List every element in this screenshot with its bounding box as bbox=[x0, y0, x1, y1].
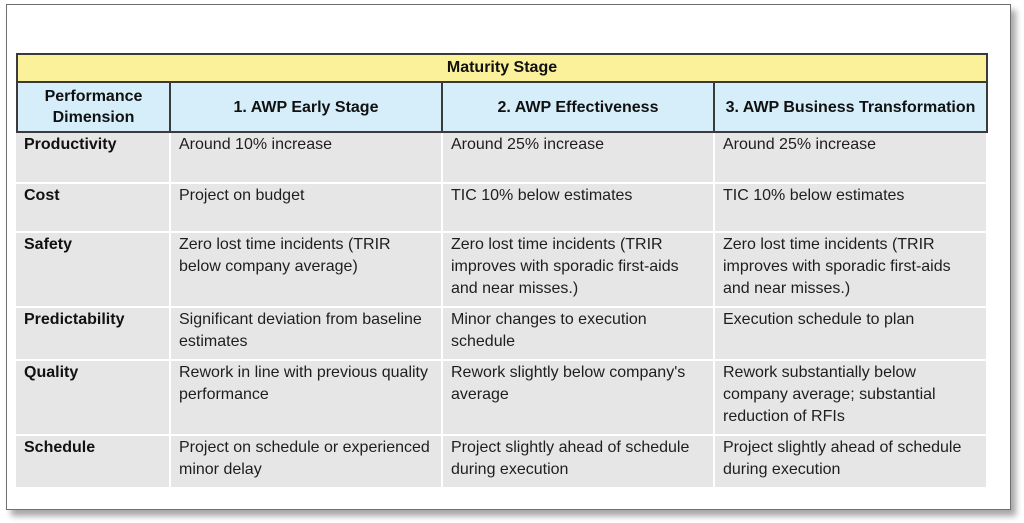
table-row: Productivity Around 10% increase Around … bbox=[16, 133, 988, 184]
table-cell: Project on schedule or experienced minor… bbox=[171, 436, 443, 489]
row-label-safety: Safety bbox=[16, 233, 171, 308]
maturity-table: Maturity Stage Performance Dimension 1. … bbox=[16, 53, 988, 489]
table-cell: Zero lost time incidents (TRIR improves … bbox=[443, 233, 715, 308]
maturity-stage-header: Maturity Stage bbox=[16, 53, 988, 83]
table-row: Quality Rework in line with previous qua… bbox=[16, 361, 988, 436]
table-cell: Around 25% increase bbox=[715, 133, 988, 184]
column-header-performance-dimension: Performance Dimension bbox=[16, 83, 171, 133]
table-row: Cost Project on budget TIC 10% below est… bbox=[16, 184, 988, 233]
row-label-productivity: Productivity bbox=[16, 133, 171, 184]
table-cell: Project slightly ahead of schedule durin… bbox=[715, 436, 988, 489]
table-row: Safety Zero lost time incidents (TRIR be… bbox=[16, 233, 988, 308]
table-cell: Rework substantially below company avera… bbox=[715, 361, 988, 436]
row-label-cost: Cost bbox=[16, 184, 171, 233]
column-header-early-stage: 1. AWP Early Stage bbox=[171, 83, 443, 133]
row-label-quality: Quality bbox=[16, 361, 171, 436]
table-cell: TIC 10% below estimates bbox=[715, 184, 988, 233]
table-cell: Project slightly ahead of schedule durin… bbox=[443, 436, 715, 489]
table-cell: Around 10% increase bbox=[171, 133, 443, 184]
table-row: Schedule Project on schedule or experien… bbox=[16, 436, 988, 489]
row-label-predictability: Predictability bbox=[16, 308, 171, 361]
column-header-business-transformation: 3. AWP Business Transformation bbox=[715, 83, 988, 133]
table-cell: Around 25% increase bbox=[443, 133, 715, 184]
table-cell: Execution schedule to plan bbox=[715, 308, 988, 361]
table-cell: Zero lost time incidents (TRIR improves … bbox=[715, 233, 988, 308]
table-cell: Project on budget bbox=[171, 184, 443, 233]
table-cell: Zero lost time incidents (TRIR below com… bbox=[171, 233, 443, 308]
table-cell: Significant deviation from baseline esti… bbox=[171, 308, 443, 361]
table-cell: Minor changes to execution schedule bbox=[443, 308, 715, 361]
row-label-schedule: Schedule bbox=[16, 436, 171, 489]
table-cell: Rework slightly below company's average bbox=[443, 361, 715, 436]
table-cell: TIC 10% below estimates bbox=[443, 184, 715, 233]
table-row: Predictability Significant deviation fro… bbox=[16, 308, 988, 361]
column-header-effectiveness: 2. AWP Effectiveness bbox=[443, 83, 715, 133]
table-cell: Rework in line with previous quality per… bbox=[171, 361, 443, 436]
